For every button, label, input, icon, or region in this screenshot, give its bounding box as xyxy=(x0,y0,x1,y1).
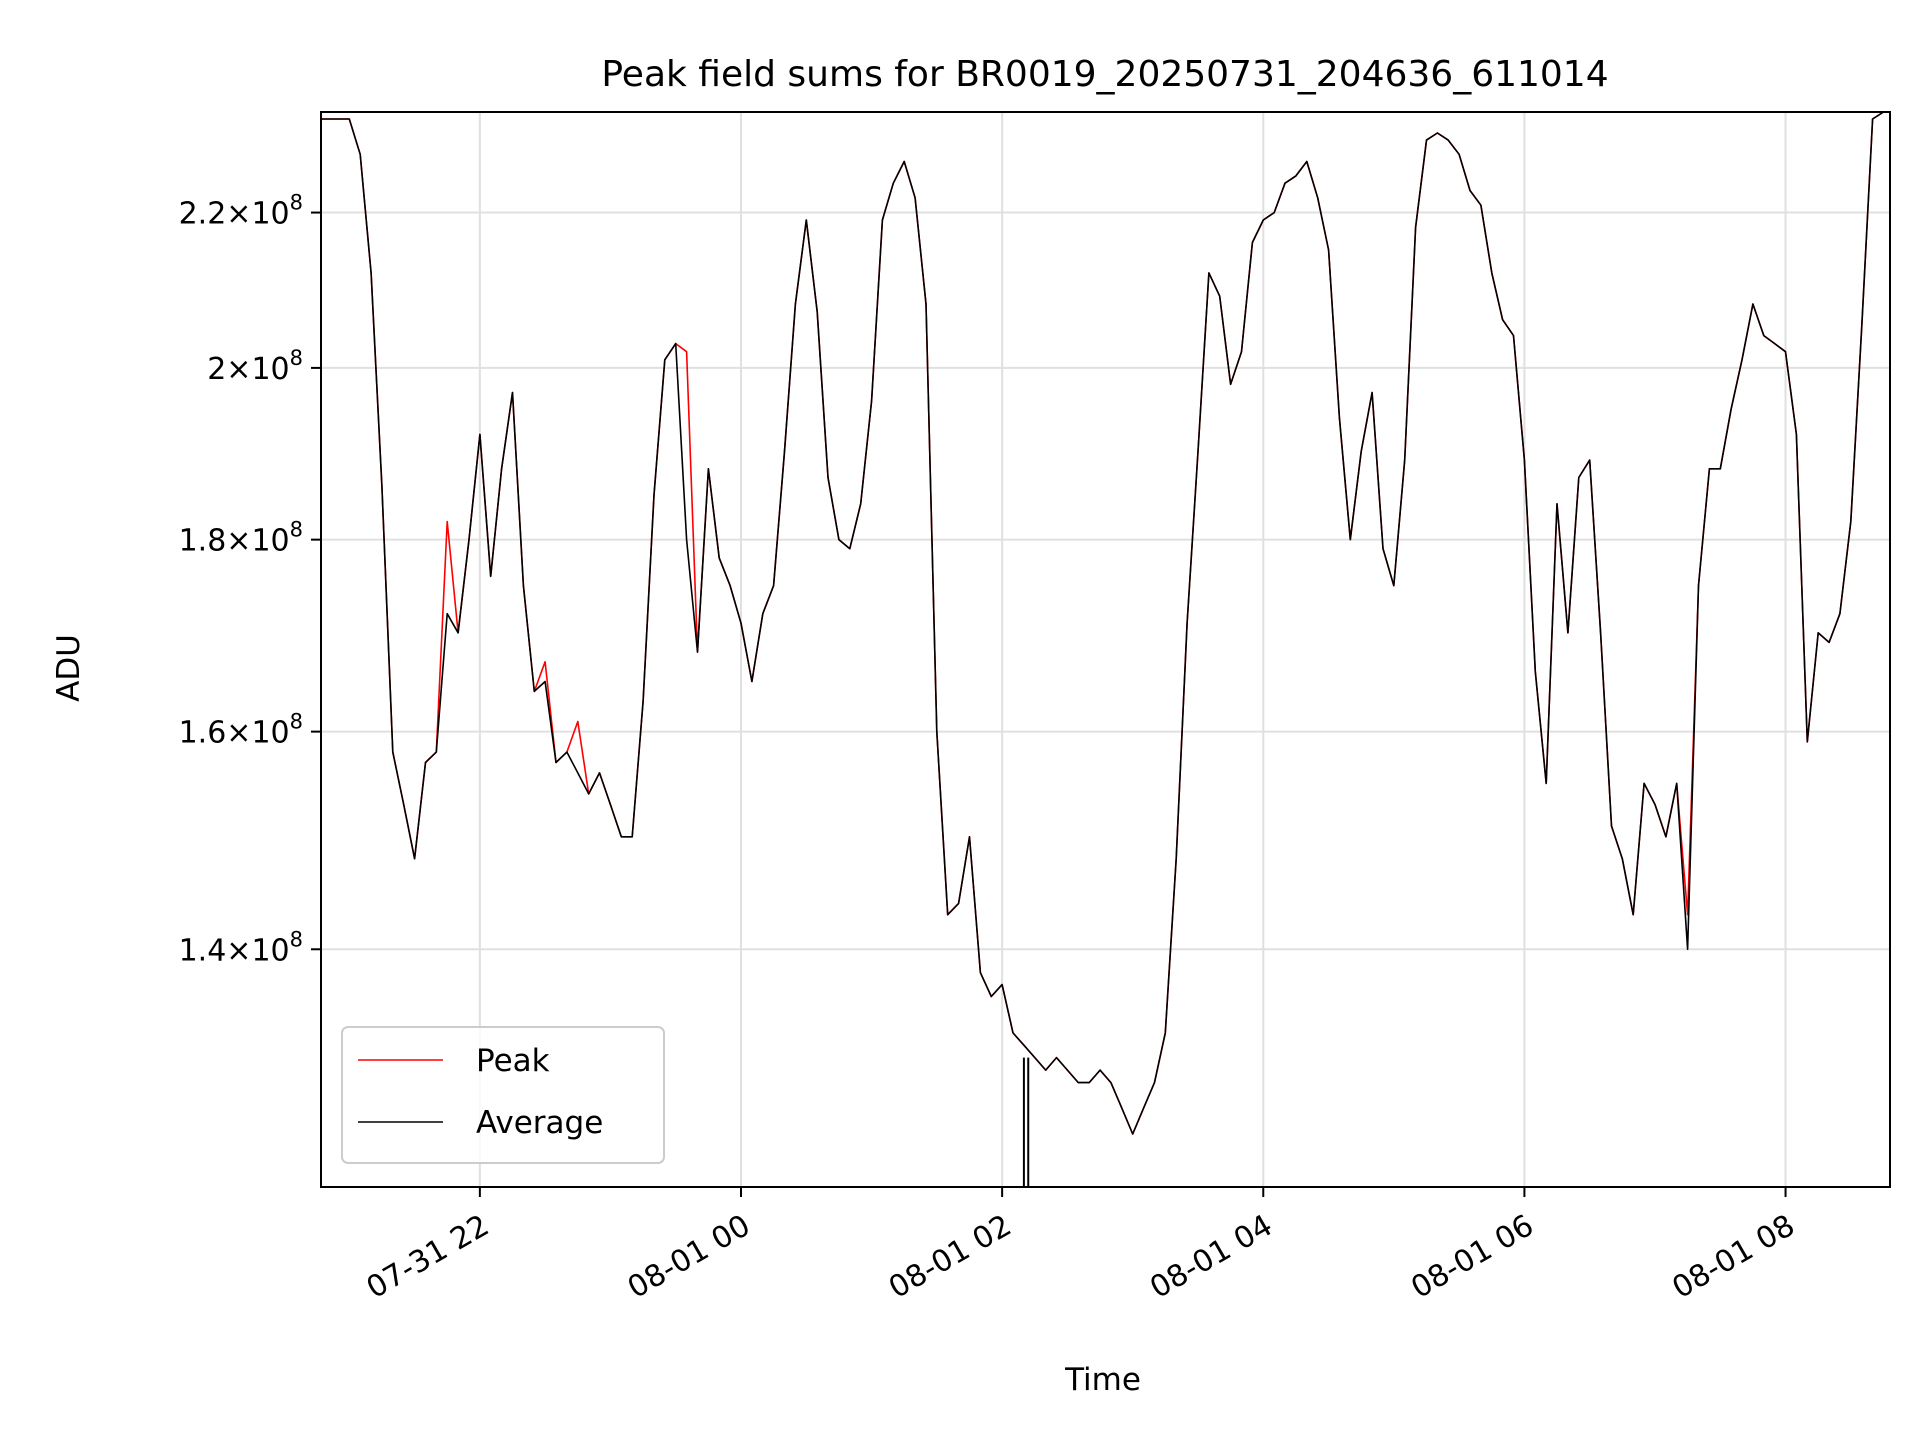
series-lines xyxy=(321,112,1884,1187)
y-tick-label: 2×108 xyxy=(207,346,303,387)
legend: Peak Average xyxy=(341,1026,665,1164)
y-tick-label: 1.4×108 xyxy=(179,927,303,968)
legend-label-average: Average xyxy=(476,1105,603,1141)
y-axis-ticks: 1.4×108 1.6×108 1.8×108 2×108 2.2×108 xyxy=(179,191,321,968)
legend-box xyxy=(341,1026,665,1164)
chart-title: Peak field sums for BR0019_20250731_2046… xyxy=(601,54,1608,95)
y-tick-label: 2.2×108 xyxy=(179,191,303,232)
axes-frame xyxy=(320,111,1891,1188)
series-line-average xyxy=(321,112,1884,1135)
legend-label-peak: Peak xyxy=(476,1043,550,1079)
y-axis-label: ADU xyxy=(51,634,87,702)
x-axis-label: Time xyxy=(1064,1362,1141,1398)
y-tick-label: 1.8×108 xyxy=(179,518,303,559)
grid xyxy=(321,112,1890,1187)
y-tick-label: 1.6×108 xyxy=(179,710,303,751)
